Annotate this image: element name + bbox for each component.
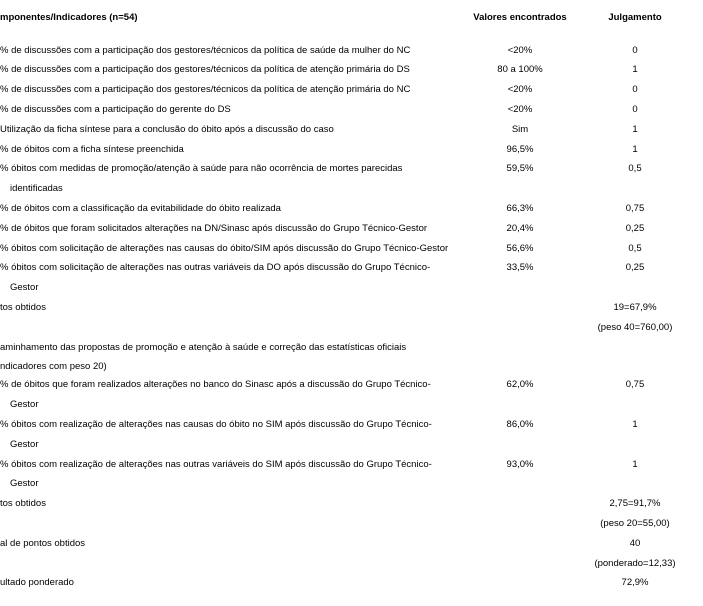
total-label: al de pontos obtidos [0, 538, 460, 551]
valor-encontrado: <20% [460, 104, 580, 117]
table-row: % de discussões com a participação dos g… [0, 81, 703, 101]
table-row: Utilização da ficha síntese para a concl… [0, 120, 703, 140]
indicator-name: % óbitos com solicitação de alterações n… [0, 243, 460, 256]
section-2-line1: aminhamento das propostas de promoção e … [0, 342, 460, 355]
table-row: % de óbitos que foram solicitados altera… [0, 219, 703, 239]
indicator-name: % óbitos com realização de alterações na… [0, 419, 460, 432]
section-2-title-row: aminhamento das propostas de promoção e … [0, 338, 703, 357]
header-julgamento: Julgamento [580, 12, 690, 23]
table-row: % óbitos com solicitação de alterações n… [0, 239, 703, 259]
julgamento-value: 1 [580, 64, 690, 77]
section-2-line2: ndicadores com peso 20) [0, 361, 460, 374]
indicator-name: % de óbitos que foram solicitados altera… [0, 223, 460, 236]
indicator-name-cont: Gestor [0, 399, 460, 412]
indicator-name: % de discussões com a participação dos g… [0, 84, 460, 97]
indicator-name: % de óbitos com a ficha síntese preenchi… [0, 144, 460, 157]
total-weight-row: (ponderado=12,33) [0, 554, 703, 574]
table-row: % de óbitos com a ficha síntese preenchi… [0, 140, 703, 160]
valor-encontrado: 66,3% [460, 203, 580, 216]
valor-encontrado: 80 a 100% [460, 64, 580, 77]
valor-encontrado: 56,6% [460, 243, 580, 256]
subtotal-1-row: tos obtidos 19=67,9% [0, 299, 703, 319]
subtotal-2-row: tos obtidos 2,75=91,7% [0, 495, 703, 515]
valor-encontrado: 93,0% [460, 459, 580, 472]
result-label: ultado ponderado [0, 577, 460, 590]
julgamento-value: 1 [580, 124, 690, 137]
subtotal-2-value: 2,75=91,7% [580, 498, 690, 511]
indicator-name: % de óbitos com a classificação da evita… [0, 203, 460, 216]
valor-encontrado: Sim [460, 124, 580, 137]
subtotal-1-label: tos obtidos [0, 302, 460, 315]
julgamento-value: 0,25 [580, 262, 690, 275]
section-2-subtitle-row: ndicadores com peso 20) [0, 357, 703, 376]
julgamento-value: 0 [580, 104, 690, 117]
indicators-table: mponentes/Indicadores (n=54) Valores enc… [0, 12, 703, 594]
header-valores: Valores encontrados [460, 12, 580, 23]
table-row-continuation: identificadas [0, 180, 703, 200]
julgamento-value: 0,75 [580, 379, 690, 392]
valor-encontrado: 96,5% [460, 144, 580, 157]
julgamento-value: 0 [580, 84, 690, 97]
indicator-name: % de óbitos que foram realizados alteraç… [0, 379, 460, 392]
table-row: % óbitos com realização de alterações na… [0, 415, 703, 435]
valor-encontrado: <20% [460, 45, 580, 58]
indicator-name-cont: Gestor [0, 282, 460, 295]
indicator-name: % óbitos com realização de alterações na… [0, 459, 460, 472]
table-header-row: mponentes/Indicadores (n=54) Valores enc… [0, 12, 703, 31]
indicator-name: % de discussões com a participação do ge… [0, 104, 460, 117]
subtotal-2-weight-row: (peso 20=55,00) [0, 515, 703, 535]
table-row: % de óbitos com a classificação da evita… [0, 200, 703, 220]
julgamento-value: 0,5 [580, 163, 690, 176]
julgamento-value: 0,25 [580, 223, 690, 236]
julgamento-value: 0 [580, 45, 690, 58]
valor-encontrado: 59,5% [460, 163, 580, 176]
rows-group-2: % de óbitos que foram realizados alteraç… [0, 376, 703, 495]
valor-encontrado: 86,0% [460, 419, 580, 432]
total-row: al de pontos obtidos 40 [0, 534, 703, 554]
table-row-continuation: Gestor [0, 435, 703, 455]
result-value: 72,9% [580, 577, 690, 590]
julgamento-value: 0,75 [580, 203, 690, 216]
indicator-name-cont: Gestor [0, 439, 460, 452]
valor-encontrado: 33,5% [460, 262, 580, 275]
valor-encontrado: 20,4% [460, 223, 580, 236]
indicator-name: Utilização da ficha síntese para a concl… [0, 124, 460, 137]
table-row: % de óbitos que foram realizados alteraç… [0, 376, 703, 396]
indicator-name: % de discussões com a participação dos g… [0, 64, 460, 77]
result-row: ultado ponderado 72,9% [0, 574, 703, 594]
subtotal-1-weight-row: (peso 40=760,00) [0, 318, 703, 338]
indicator-name: % óbitos com medidas de promoção/atenção… [0, 163, 460, 176]
julgamento-value: 1 [580, 144, 690, 157]
table-row: % de discussões com a participação do ge… [0, 100, 703, 120]
indicator-name-cont: Gestor [0, 478, 460, 491]
table-row: % óbitos com medidas de promoção/atenção… [0, 160, 703, 180]
subtotal-1-value: 19=67,9% [580, 302, 690, 315]
indicator-name: % de discussões com a participação dos g… [0, 45, 460, 58]
subtotal-1-weight: (peso 40=760,00) [580, 322, 690, 335]
subtotal-2-weight: (peso 20=55,00) [580, 518, 690, 531]
valor-encontrado: 62,0% [460, 379, 580, 392]
table-row: % de discussões com a participação dos g… [0, 61, 703, 81]
julgamento-value: 1 [580, 459, 690, 472]
table-row: % de discussões com a participação dos g… [0, 41, 703, 61]
rows-group-1: % de discussões com a participação dos g… [0, 41, 703, 299]
table-row-continuation: Gestor [0, 279, 703, 299]
valor-encontrado: <20% [460, 84, 580, 97]
julgamento-value: 1 [580, 419, 690, 432]
indicator-name: % óbitos com solicitação de alterações n… [0, 262, 460, 275]
julgamento-value: 0,5 [580, 243, 690, 256]
subtotal-2-label: tos obtidos [0, 498, 460, 511]
total-weight: (ponderado=12,33) [580, 558, 690, 571]
header-componentes: mponentes/Indicadores (n=54) [0, 12, 460, 23]
table-row: % óbitos com solicitação de alterações n… [0, 259, 703, 279]
total-value: 40 [580, 538, 690, 551]
indicator-name-cont: identificadas [0, 183, 460, 196]
table-row-continuation: Gestor [0, 396, 703, 416]
table-row: % óbitos com realização de alterações na… [0, 455, 703, 475]
table-row-continuation: Gestor [0, 475, 703, 495]
